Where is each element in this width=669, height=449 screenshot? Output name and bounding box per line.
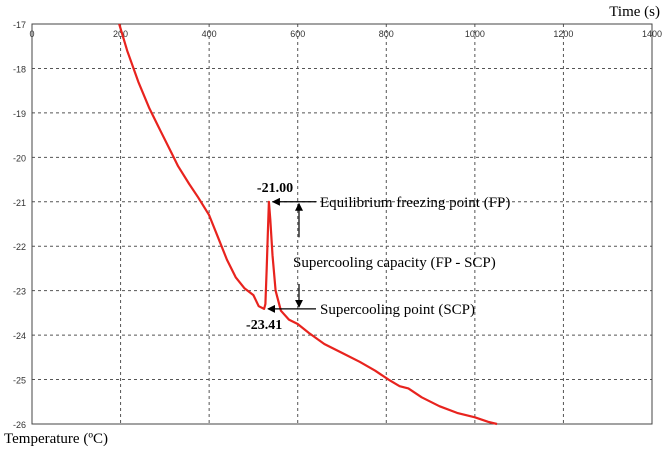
fp-value-label: -21.00 [257,181,293,196]
x-tick-label: 1200 [553,29,573,39]
x-tick-label: 1400 [642,29,662,39]
y-tick-label: -26 [13,420,26,430]
y-tick-label: -25 [13,376,26,386]
capacity-label: Supercooling capacity (FP - SCP) [293,255,496,271]
y-tick-label: -19 [13,109,26,119]
annotations: -21.00 -23.41 Equilibrium freezing point (… [246,181,510,333]
plot-frame [31,23,653,425]
x-tick-label: 1000 [465,29,485,39]
y-tick-label: -20 [13,153,26,163]
x-tick-label: 600 [290,29,305,39]
x-axis-title: Time (s) [609,4,660,20]
y-axis-title: Temperature (ºC) [4,431,108,447]
y-tick-label: -21 [13,198,26,208]
x-tick-label: 800 [379,29,394,39]
y-tick-label: -24 [13,331,26,341]
scp-label: Supercooling point (SCP) [320,302,475,318]
scp-value-label: -23.41 [246,318,282,333]
series-layer [118,23,498,426]
y-tick-label: -17 [13,20,26,30]
tick-labels: 0 200 400 600 800 1000 1200 1400 -17 -18 -19 -20 -21… [13,20,662,430]
x-tick-label: 0 [29,29,34,39]
grid-lines [31,23,653,425]
y-tick-label: -23 [13,287,26,297]
y-tick-label: -18 [13,64,26,74]
fp-label: Equilibrium freezing point (FP) [320,195,510,211]
temperature-line [118,23,498,426]
x-tick-label: 400 [202,29,217,39]
x-tick-label: 200 [113,29,128,39]
y-tick-label: -22 [13,242,26,252]
